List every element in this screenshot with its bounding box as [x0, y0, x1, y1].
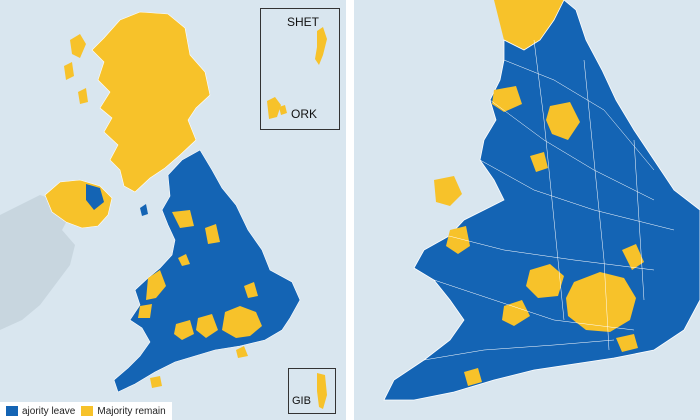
cambridge-remain [622, 244, 644, 270]
oxford-cambridge-remain [196, 282, 258, 338]
ireland-landmass [0, 195, 75, 330]
manchester-remain [546, 102, 580, 140]
oxford-remain [526, 264, 564, 298]
leeds-remain [530, 152, 548, 172]
panel-divider [346, 0, 354, 420]
bristol-remain [174, 320, 194, 340]
gibraltar-inset: GIB [288, 368, 336, 414]
inset-label-gib: GIB [292, 395, 311, 407]
scotland-edge [494, 0, 564, 50]
shetland-orkney-inset: SHET ORK [260, 8, 340, 130]
legend-remain-label: Majority remain [97, 405, 166, 417]
northern-cities-remain [172, 210, 220, 266]
liverpool-remain [492, 86, 522, 112]
cardiff-remain [434, 176, 470, 254]
scotland-region [91, 11, 211, 193]
bristol-zoom-remain [502, 300, 530, 326]
brighton-remain [150, 346, 248, 388]
london-remain-area [222, 306, 262, 338]
uk-map-panel: SHET ORK GIB ajority leave Majority rema… [0, 0, 346, 420]
ni-leave-area [86, 184, 104, 210]
map-legend: ajority leave Majority remain [0, 402, 172, 420]
legend-leave-label: ajority leave [22, 405, 76, 417]
scotland-western-isles [64, 34, 88, 104]
legend-remain-swatch [81, 406, 94, 416]
england-wales-map-panel [354, 0, 700, 420]
brighton-zoom-remain [464, 334, 638, 386]
england-wales-zoom [383, 0, 700, 401]
shetland-islands [315, 27, 327, 65]
district-borders [423, 39, 675, 361]
uk-map [0, 11, 301, 393]
gibraltar-shape [317, 373, 327, 409]
inset-islands [267, 27, 327, 119]
london-zoom-remain [566, 272, 636, 332]
inset-label-shet: SHET [287, 15, 320, 29]
england-wales-region [113, 149, 301, 393]
wales-remain-area [138, 270, 166, 318]
isle-of-man [140, 204, 148, 216]
inset-label-ork: ORK [291, 107, 318, 121]
legend-leave-swatch [6, 406, 18, 416]
orkney-islands [267, 97, 287, 119]
england-wales-map [383, 0, 700, 401]
